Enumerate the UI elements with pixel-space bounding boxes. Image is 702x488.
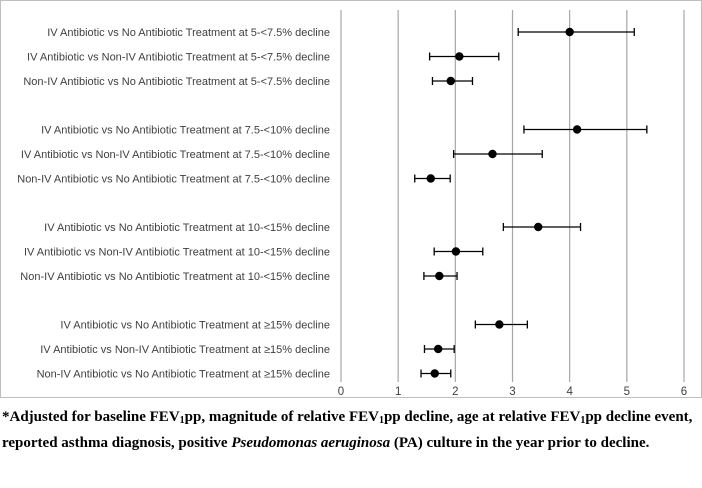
category-label: Non-IV Antibiotic vs No Antibiotic Treat… — [37, 369, 330, 381]
footnote-sub-1: 1 — [179, 415, 185, 426]
category-label: IV Antibiotic vs No Antibiotic Treatment… — [41, 125, 330, 137]
point-estimate — [433, 344, 443, 354]
x-tick-label: 2 — [452, 386, 458, 398]
forest-plot-figure: 0 1 2 3 4 5 6 IV Antibiotic vs No Antibiotic Tr… — [0, 0, 702, 398]
x-tick-label: 5 — [624, 386, 630, 398]
point-estimate — [534, 222, 543, 232]
footnote-text-1: *Adjusted for baseline FEV — [2, 409, 180, 425]
footnote-text-3: pp decline, age at relative FEV — [383, 409, 581, 425]
point-estimate — [430, 369, 439, 378]
footnote: *Adjusted for baseline FEV1pp, magnitude… — [2, 405, 698, 456]
footnote-text-4: pp decline event, reported asthma diagno… — [2, 409, 693, 451]
category-label: IV Antibiotic vs Non-IV Antibiotic Treat… — [24, 247, 330, 259]
footnote-sub-2: 1 — [378, 415, 384, 426]
category-label: Non-IV Antibiotic vs No Antibiotic Treat… — [17, 174, 330, 186]
footnote-sub-3: 1 — [580, 415, 586, 426]
point-estimate — [426, 174, 435, 183]
point-estimate — [495, 320, 504, 329]
category-label: IV Antibiotic vs Non-IV Antibiotic Treat… — [27, 52, 330, 64]
footnote-text-5: (PA) culture in the year prior to declin… — [390, 435, 650, 451]
category-label: IV Antibiotic vs Non-IV Antibiotic Treat… — [40, 344, 330, 356]
x-tick-label: 1 — [395, 386, 401, 398]
category-label: Non-IV Antibiotic vs No Antibiotic Treat… — [20, 271, 330, 283]
forest-plot-chart: 0 1 2 3 4 5 6 IV Antibiotic vs No Antibiotic Tr… — [17, 10, 687, 398]
x-tick-label: 3 — [509, 386, 515, 398]
x-tick-label: 0 — [338, 386, 344, 398]
point-estimate — [488, 149, 497, 159]
x-tick-label: 6 — [681, 386, 687, 398]
point-estimate — [451, 247, 461, 256]
x-tick-label: 4 — [566, 386, 573, 398]
category-label: IV Antibiotic vs No Antibiotic Treatment… — [47, 27, 330, 39]
point-estimate — [572, 125, 582, 134]
category-label: IV Antibiotic vs No Antibiotic Treatment… — [44, 222, 330, 234]
category-label: IV Antibiotic vs Non-IV Antibiotic Treat… — [21, 149, 330, 161]
footnote-text-2: pp, magnitude of relative FEV — [184, 409, 379, 425]
point-estimate — [455, 52, 464, 61]
point-estimate — [565, 27, 574, 37]
category-label: IV Antibiotic vs No Antibiotic Treatment… — [60, 320, 330, 332]
point-estimate — [435, 271, 444, 281]
point-estimate — [446, 76, 455, 86]
category-label: Non-IV Antibiotic vs No Antibiotic Treat… — [23, 76, 330, 88]
footnote-italic-organism: Pseudomonas aeruginosa — [231, 435, 391, 451]
